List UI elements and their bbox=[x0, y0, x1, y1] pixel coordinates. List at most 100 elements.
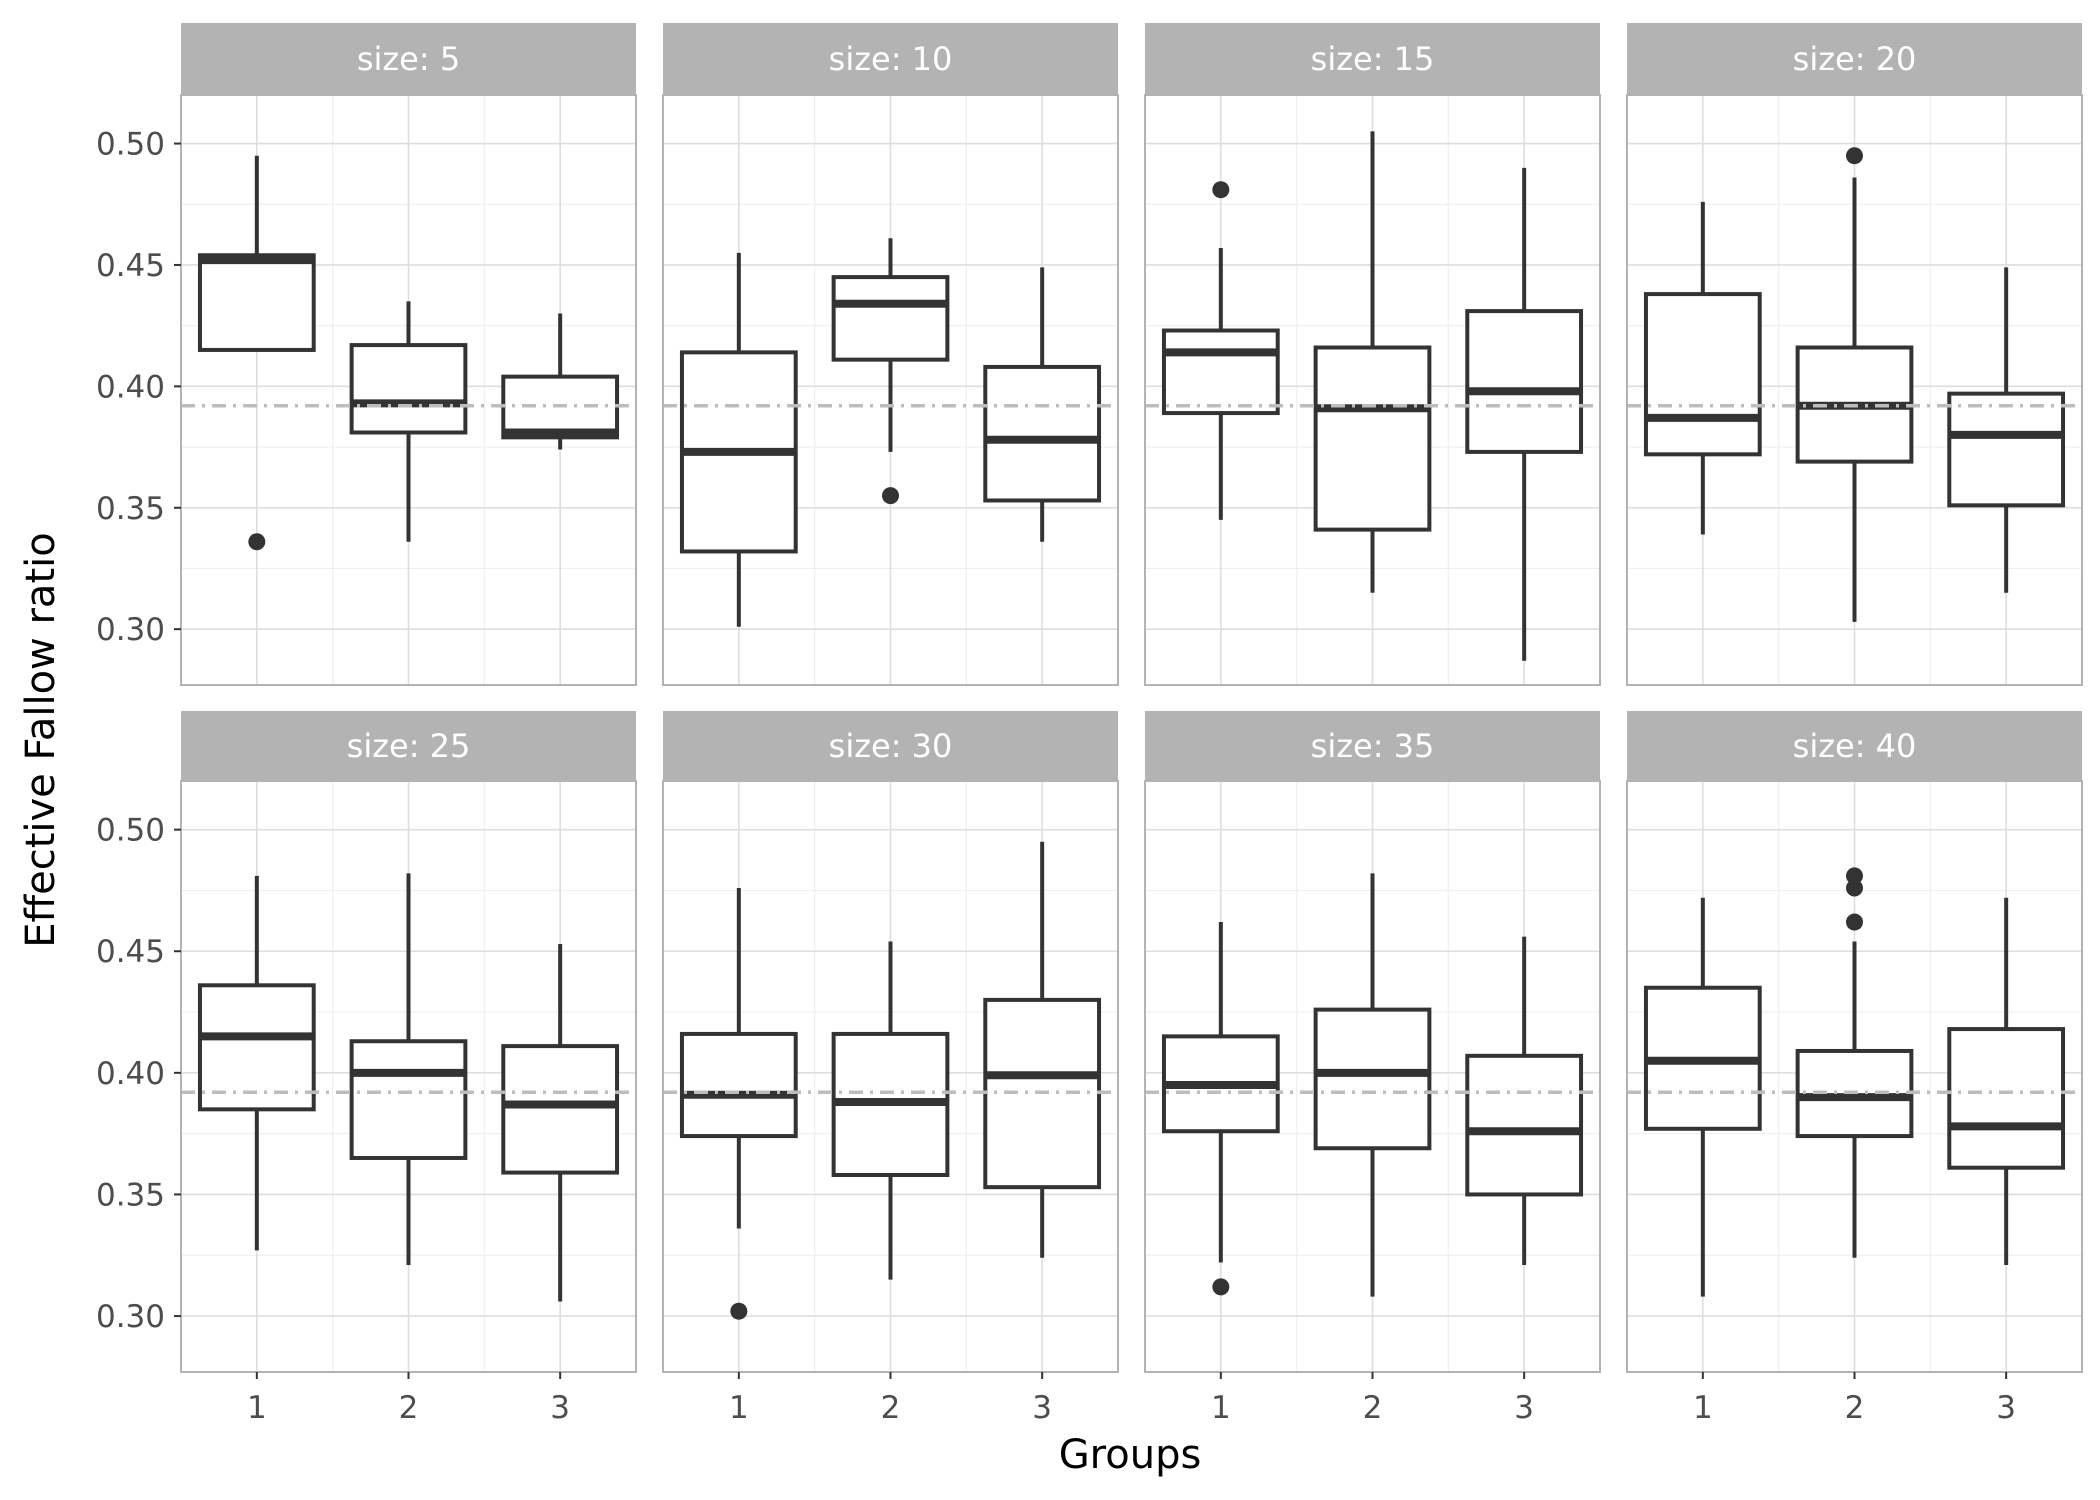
panels-layer: size: 5 size: 10 size: 15 size: 20 size: 25 s… bbox=[180, 23, 2083, 1373]
axes-layer: 0.30 0.35 0.40 0.45 0.50 0.30 0.35 0.40 0.45 0.50… bbox=[96, 127, 2016, 1426]
x-axis-title: Groups bbox=[1059, 1432, 1202, 1478]
facet-strip bbox=[1145, 23, 1600, 95]
y-tick-label: 0.45 bbox=[96, 248, 165, 284]
box-group-3 bbox=[1465, 167, 1584, 661]
outlier-point bbox=[1212, 181, 1230, 199]
y-tick-label: 0.30 bbox=[96, 1299, 165, 1335]
box-group-2 bbox=[1795, 147, 1914, 622]
box-iqr bbox=[1465, 309, 1584, 454]
box-group-2 bbox=[831, 238, 950, 505]
facet-panel: size: 30 bbox=[662, 711, 1119, 1373]
box-group-2 bbox=[1795, 867, 1914, 1258]
facet-panel: size: 15 bbox=[1144, 23, 1601, 686]
box-iqr bbox=[1313, 345, 1432, 532]
panel-border bbox=[1626, 94, 2083, 686]
x-tick-label: 1 bbox=[729, 1390, 749, 1426]
y-tick-label: 0.45 bbox=[96, 934, 165, 970]
box-group-2 bbox=[349, 301, 468, 542]
facet-strip bbox=[663, 711, 1118, 781]
box-group-3 bbox=[983, 267, 1102, 542]
facet-panel: size: 5 bbox=[180, 23, 637, 686]
facet-strip-label: size: 20 bbox=[1793, 40, 1917, 78]
facet-strip-label: size: 25 bbox=[347, 727, 471, 765]
y-tick-label: 0.30 bbox=[96, 612, 165, 648]
facet-panel: size: 20 bbox=[1626, 23, 2083, 686]
x-tick-label: 2 bbox=[1363, 1390, 1383, 1426]
box-group-1 bbox=[1643, 201, 1762, 535]
x-tick-label: 1 bbox=[1693, 1390, 1713, 1426]
box-group-1 bbox=[679, 888, 798, 1320]
y-tick-label: 0.50 bbox=[96, 813, 165, 849]
outlier-point bbox=[1846, 913, 1863, 931]
panel-border bbox=[1144, 94, 1601, 686]
outlier-point bbox=[1846, 867, 1863, 885]
box-group-3 bbox=[1947, 267, 2066, 593]
box-group-1 bbox=[1161, 181, 1280, 520]
x-tick-label: 3 bbox=[1514, 1390, 1534, 1426]
box-iqr bbox=[349, 1039, 468, 1160]
outlier-point bbox=[1846, 147, 1863, 165]
facet-strip-label: size: 30 bbox=[829, 727, 953, 765]
y-axis-title: Effective Fallow ratio bbox=[18, 532, 64, 947]
panel-border bbox=[662, 94, 1119, 686]
panel-border bbox=[180, 94, 637, 686]
box-iqr bbox=[831, 275, 950, 362]
box-group-3 bbox=[1465, 936, 1584, 1265]
facet-strip bbox=[1627, 23, 2082, 95]
y-tick-label: 0.40 bbox=[96, 369, 165, 405]
x-tick-label: 1 bbox=[247, 1390, 267, 1426]
box-iqr bbox=[501, 1044, 620, 1175]
box-iqr bbox=[349, 343, 468, 435]
facet-strip-label: size: 15 bbox=[1311, 40, 1435, 78]
box-group-1 bbox=[1643, 897, 1762, 1297]
outlier-point bbox=[730, 1302, 748, 1320]
box-iqr bbox=[983, 364, 1102, 503]
outlier-point bbox=[1212, 1278, 1230, 1296]
x-tick-label: 2 bbox=[399, 1390, 419, 1426]
box-group-1 bbox=[679, 252, 798, 627]
box-group-3 bbox=[983, 841, 1102, 1258]
x-tick-label: 2 bbox=[1845, 1390, 1865, 1426]
box-iqr bbox=[679, 1031, 798, 1139]
facet-panel: size: 35 bbox=[1144, 711, 1601, 1373]
box-iqr bbox=[1313, 1007, 1432, 1151]
box-iqr bbox=[197, 253, 316, 352]
facet-panel: size: 40 bbox=[1626, 711, 2083, 1373]
facet-panel: size: 25 bbox=[180, 711, 637, 1373]
box-iqr bbox=[1947, 1027, 2066, 1170]
facet-strip-label: size: 35 bbox=[1311, 727, 1435, 765]
x-tick-label: 1 bbox=[1211, 1390, 1231, 1426]
box-group-3 bbox=[501, 943, 620, 1302]
y-tick-label: 0.35 bbox=[96, 1177, 165, 1213]
box-group-2 bbox=[349, 873, 468, 1265]
facet-strip bbox=[181, 23, 636, 95]
box-iqr bbox=[1161, 328, 1280, 416]
facet-strip bbox=[663, 23, 1118, 95]
outlier-point bbox=[248, 533, 266, 551]
box-group-2 bbox=[831, 941, 950, 1280]
box-iqr bbox=[1465, 1053, 1584, 1197]
box-group-1 bbox=[197, 875, 316, 1251]
box-group-2 bbox=[1313, 873, 1432, 1297]
x-tick-label: 3 bbox=[1032, 1390, 1052, 1426]
box-iqr bbox=[197, 983, 316, 1112]
facet-strip-label: size: 40 bbox=[1793, 727, 1917, 765]
box-iqr bbox=[1947, 391, 2066, 508]
y-tick-label: 0.50 bbox=[96, 127, 165, 163]
facet-strip bbox=[1145, 711, 1600, 781]
x-tick-label: 3 bbox=[550, 1390, 570, 1426]
box-group-3 bbox=[1947, 897, 2066, 1265]
x-tick-label: 3 bbox=[1996, 1390, 2016, 1426]
facet-strip bbox=[181, 711, 636, 781]
facet-strip-label: size: 5 bbox=[357, 40, 460, 78]
box-group-2 bbox=[1313, 131, 1432, 593]
box-group-1 bbox=[1161, 922, 1280, 1296]
box-iqr bbox=[1643, 292, 1762, 457]
outlier-point bbox=[882, 487, 899, 505]
box-group-1 bbox=[197, 155, 316, 551]
facet-panel: size: 10 bbox=[662, 23, 1119, 686]
y-tick-label: 0.40 bbox=[96, 1056, 165, 1092]
y-tick-label: 0.35 bbox=[96, 491, 165, 527]
facet-strip-label: size: 10 bbox=[829, 40, 953, 78]
